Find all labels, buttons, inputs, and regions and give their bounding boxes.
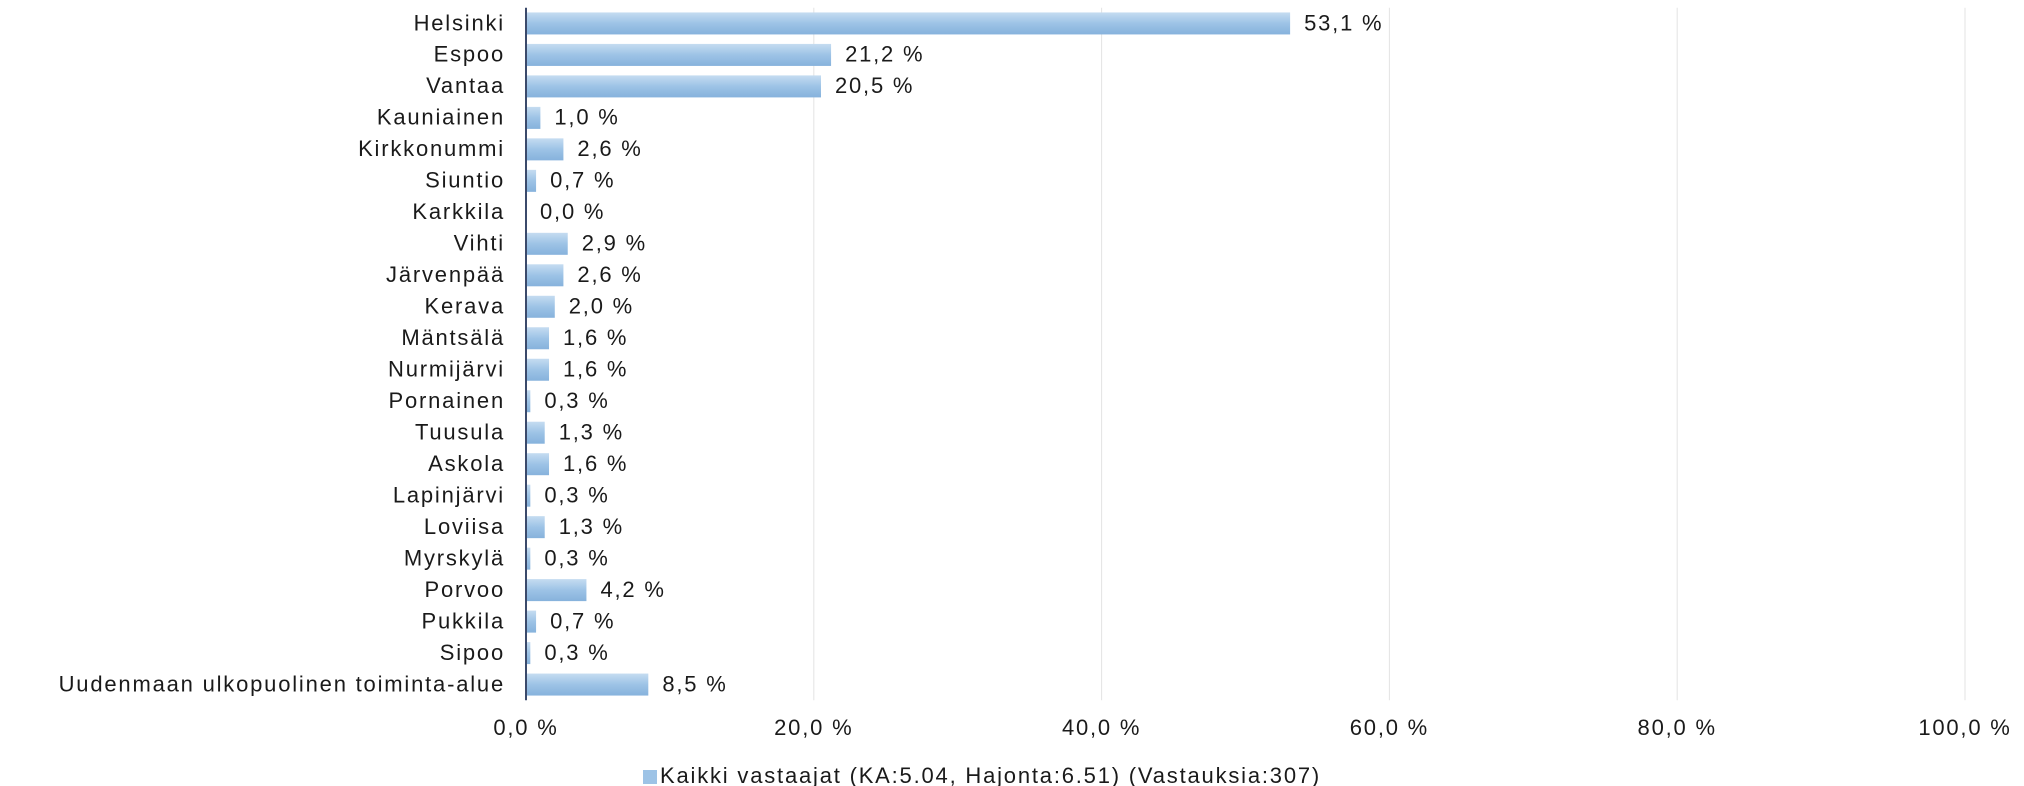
- value-label: 0,7 %: [550, 168, 615, 193]
- value-label: 1,3 %: [559, 514, 624, 539]
- value-label: 1,6 %: [563, 451, 628, 476]
- value-label: 21,2 %: [845, 42, 924, 67]
- bar: [526, 138, 564, 161]
- y-tick-label: Espoo: [434, 42, 505, 67]
- y-tick-label: Myrskylä: [404, 545, 505, 570]
- y-tick-label: Loviisa: [424, 514, 505, 539]
- y-tick-label: Kirkkonummi: [358, 136, 505, 161]
- value-label: 2,6 %: [577, 136, 642, 161]
- value-label: 0,3 %: [544, 482, 609, 507]
- x-tick-label: 80,0 %: [1638, 715, 1717, 740]
- bar: [526, 673, 649, 696]
- y-tick-label: Siuntio: [425, 168, 505, 193]
- bar: [526, 232, 568, 255]
- bar: [526, 579, 587, 602]
- x-tick-label: 20,0 %: [774, 715, 853, 740]
- legend-swatch: [643, 770, 657, 784]
- y-tick-label: Tuusula: [415, 420, 505, 445]
- value-label: 1,0 %: [554, 105, 619, 130]
- value-label: 1,3 %: [559, 420, 624, 445]
- value-label: 8,5 %: [662, 671, 727, 696]
- value-label: 1,6 %: [563, 325, 628, 350]
- bar: [526, 547, 531, 570]
- value-label: 2,0 %: [569, 294, 634, 319]
- bar: [526, 484, 531, 507]
- bar: [526, 453, 550, 476]
- y-tick-label: Pukkila: [421, 608, 505, 633]
- bar: [526, 390, 531, 413]
- y-tick-label: Lapinjärvi: [393, 482, 505, 507]
- x-tick-label: 60,0 %: [1350, 715, 1429, 740]
- bar: [526, 295, 555, 318]
- bar: [526, 516, 545, 539]
- y-tick-label: Järvenpää: [386, 262, 505, 287]
- y-tick-label: Pornainen: [389, 388, 506, 413]
- value-label: 0,0 %: [540, 199, 605, 224]
- x-tick-label: 40,0 %: [1062, 715, 1141, 740]
- y-tick-label: Askola: [428, 451, 505, 476]
- value-label: 0,3 %: [544, 640, 609, 665]
- y-tick-label: Uudenmaan ulkopuolinen toiminta-alue: [59, 671, 505, 696]
- value-label: 0,3 %: [544, 388, 609, 413]
- value-label: 4,2 %: [600, 577, 665, 602]
- bar: [526, 169, 537, 192]
- y-tick-label: Vantaa: [426, 73, 505, 98]
- value-label: 1,6 %: [563, 357, 628, 382]
- legend-label: Kaikki vastaajat (KA:5.04, Hajonta:6.51)…: [660, 763, 1321, 786]
- y-tick-label: Nurmijärvi: [388, 357, 505, 382]
- bar: [526, 264, 564, 287]
- y-tick-label: Mäntsälä: [401, 325, 505, 350]
- x-tick-label: 0,0 %: [493, 715, 558, 740]
- value-label: 53,1 %: [1304, 10, 1383, 35]
- bar: [526, 12, 1291, 35]
- bar: [526, 610, 537, 633]
- y-tick-label: Helsinki: [414, 10, 505, 35]
- value-label: 20,5 %: [835, 73, 914, 98]
- value-label: 0,3 %: [544, 545, 609, 570]
- bar: [526, 642, 531, 665]
- bar: [526, 106, 541, 129]
- y-tick-label: Sipoo: [440, 640, 505, 665]
- x-tick-label: 100,0 %: [1918, 715, 2011, 740]
- y-tick-label: Vihti: [454, 231, 505, 256]
- bar: [526, 327, 550, 350]
- y-tick-label: Porvoo: [424, 577, 505, 602]
- bar: [526, 75, 821, 98]
- value-label: 2,6 %: [577, 262, 642, 287]
- bar: [526, 358, 550, 381]
- y-tick-label: Kauniainen: [377, 105, 505, 130]
- value-label: 0,7 %: [550, 608, 615, 633]
- value-label: 2,9 %: [582, 231, 647, 256]
- bar: [526, 421, 545, 444]
- y-tick-label: Karkkila: [412, 199, 505, 224]
- y-tick-label: Kerava: [424, 294, 505, 319]
- bar: [526, 43, 832, 66]
